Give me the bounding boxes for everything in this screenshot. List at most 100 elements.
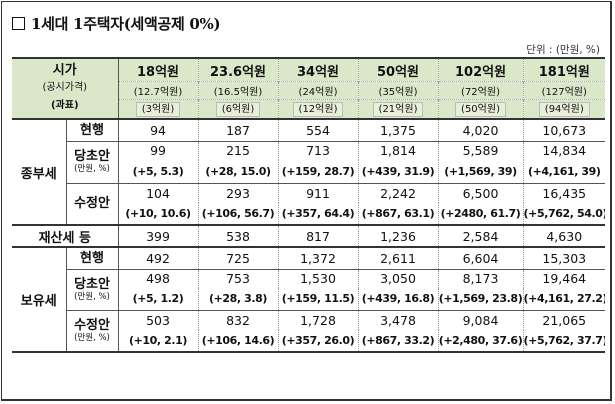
table-cell: 4,020 (437, 118, 524, 141)
table-cell-delta: (+28, 3.8) (197, 288, 279, 310)
table-cell: 5,589 (437, 140, 524, 160)
table-cell: 1,236 (357, 224, 439, 247)
group-label-holding: 보유세 (12, 246, 67, 353)
table-cell: 1,372 (277, 246, 359, 269)
table-cell-delta: (+1,569, 39) (437, 160, 524, 183)
col-public-3: (24억원) (277, 81, 359, 100)
table-cell: 8,173 (437, 268, 524, 288)
table-cell-delta: (+4,161, 39) (522, 160, 606, 183)
row-label-original: 당초안 (만원, %) (65, 140, 119, 183)
table-cell: 503 (117, 309, 199, 330)
table-cell: 104 (117, 182, 199, 203)
table-cell: 187 (197, 118, 279, 141)
col-public-4: (35억원) (357, 81, 439, 100)
col-price-5: 102억원 (437, 57, 524, 82)
col-base-4: (21억원) (357, 99, 439, 119)
table-cell-delta: (+439, 16.8) (357, 288, 439, 310)
table-cell-delta: (+357, 26.0) (277, 330, 359, 353)
checkbox-square-icon (12, 17, 25, 30)
table-cell: 3,050 (357, 268, 439, 288)
table-cell: 817 (277, 224, 359, 247)
row-label-current: 현행 (65, 246, 119, 269)
table-cell-delta: (+867, 33.2) (357, 330, 439, 353)
table-cell: 215 (197, 140, 279, 160)
table-cell: 725 (197, 246, 279, 269)
table-cell: 1,375 (357, 118, 439, 141)
group-label-jongbu: 종부세 (12, 118, 67, 225)
col-base-3: (12억원) (277, 99, 359, 119)
table-cell: 15,303 (522, 246, 606, 269)
table-cell: 498 (117, 268, 199, 288)
col-base-6: (94억원) (522, 99, 606, 119)
document-title: 1세대 1주택자(세액공제 0%) (12, 13, 221, 34)
table-cell: 10,673 (522, 118, 606, 141)
table-cell: 832 (197, 309, 279, 330)
table-cell: 14,834 (522, 140, 606, 160)
table-cell: 753 (197, 268, 279, 288)
table-cell: 2,242 (357, 182, 439, 203)
table-cell: 6,500 (437, 182, 524, 203)
col-base-2: (6억원) (197, 99, 279, 119)
table-cell-delta: (+10, 10.6) (117, 203, 199, 225)
table-cell-delta: (+2,480, 37.6) (437, 330, 524, 353)
table-cell: 9,084 (437, 309, 524, 330)
table-cell-delta: (+28, 15.0) (197, 160, 279, 183)
table-cell: 554 (277, 118, 359, 141)
table-cell: 492 (117, 246, 199, 269)
col-public-6: (127억원) (522, 81, 606, 100)
table-cell-delta: (+106, 56.7) (197, 203, 279, 225)
row-label-revised: 수정안 (만원, %) (65, 309, 119, 353)
col-price-6: 181억원 (522, 57, 606, 82)
table-cell: 16,435 (522, 182, 606, 203)
row-label-revised: 수정안 (65, 182, 119, 225)
table-cell: 94 (117, 118, 199, 141)
table-cell-delta: (+159, 28.7) (277, 160, 359, 183)
row-label-property-tax: 재산세 등 (12, 224, 119, 247)
table-cell-delta: (+5, 5.3) (117, 160, 199, 183)
table-cell: 911 (277, 182, 359, 203)
table-cell: 3,478 (357, 309, 439, 330)
table-cell-delta: (+357, 64.4) (277, 203, 359, 225)
header-label-cell: 시가 (공시가격) (과표) (12, 57, 119, 119)
table-cell: 4,630 (522, 224, 606, 247)
col-public-1: (12.7억원) (117, 81, 199, 100)
col-price-2: 23.6억원 (197, 57, 279, 82)
table-cell: 538 (197, 224, 279, 247)
table-cell: 19,464 (522, 268, 606, 288)
table-cell: 399 (117, 224, 199, 247)
table-cell-delta: (+5, 1.2) (117, 288, 199, 310)
table-cell-delta: (+106, 14.6) (197, 330, 279, 353)
table-cell: 99 (117, 140, 199, 160)
table-cell-delta: (+439, 31.9) (357, 160, 439, 183)
row-label-original: 당초안 (만원, %) (65, 268, 119, 310)
col-base-1: (3억원) (117, 99, 199, 119)
table-cell-delta: (+10, 2.1) (117, 330, 199, 353)
table-cell: 6,604 (437, 246, 524, 269)
table-cell-delta: (+5,762, 54.0) (522, 203, 606, 225)
col-public-5: (72억원) (437, 81, 524, 100)
col-public-2: (16.5억원) (197, 81, 279, 100)
col-price-3: 34억원 (277, 57, 359, 82)
table-cell: 713 (277, 140, 359, 160)
unit-note: 단위 : (만원, %) (526, 44, 600, 56)
table-cell: 2,584 (437, 224, 524, 247)
table-cell: 1,814 (357, 140, 439, 160)
col-price-4: 50억원 (357, 57, 439, 82)
table-cell-delta: (+5,762, 37.7) (522, 330, 606, 353)
table-cell-delta: (+2480, 61.7) (437, 203, 524, 225)
table-cell: 1,530 (277, 268, 359, 288)
table-cell: 2,611 (357, 246, 439, 269)
row-label-current: 현행 (65, 118, 119, 141)
table-cell: 293 (197, 182, 279, 203)
table-cell-delta: (+159, 11.5) (277, 288, 359, 310)
table-cell-delta: (+1,569, 23.8) (437, 288, 524, 310)
title-text: 1세대 1주택자(세액공제 0%) (31, 15, 221, 33)
table-cell: 1,728 (277, 309, 359, 330)
col-base-5: (50억원) (437, 99, 524, 119)
table-cell-delta: (+4,161, 27.2) (522, 288, 606, 310)
tax-comparison-table: 시가 (공시가격) (과표) 18억원 23.6억원 34억원 50억원 102… (12, 57, 606, 353)
table-cell: 21,065 (522, 309, 606, 330)
table-cell-delta: (+867, 63.1) (357, 203, 439, 225)
col-price-1: 18억원 (117, 57, 199, 82)
